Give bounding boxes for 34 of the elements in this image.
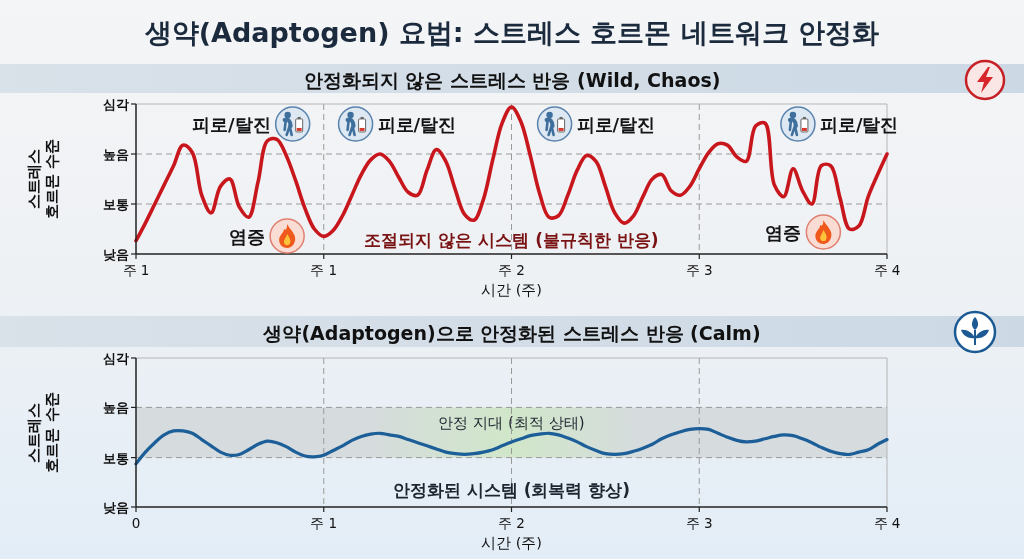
ref-line-label: 높음 — [103, 146, 129, 162]
x-axis-title: 시간 (주) — [481, 535, 542, 551]
x-tick-label: 주 4 — [873, 262, 901, 278]
ref-line-label: 보통 — [103, 450, 129, 466]
y-axis-title: 스트레스 호르몬 수준 — [24, 392, 61, 473]
x-tick-label: 주 2 — [498, 515, 525, 531]
x-tick-label: 주 3 — [685, 515, 713, 531]
annotation: 조절되지 않은 시스템 (불규칙한 반응) — [364, 230, 659, 251]
ref-line-label: 보통 — [103, 196, 129, 212]
x-tick-label: 주 1 — [310, 262, 338, 278]
annotation: 피로/탈진 — [377, 113, 457, 135]
annotation: 염증 — [229, 225, 266, 247]
x-tick-label: 주 1 — [122, 262, 150, 278]
x-tick-label: 주 3 — [685, 262, 713, 278]
annotation: 피로/탈진 — [819, 113, 899, 135]
annotation: 안정화된 시스템 (회복력 향상) — [392, 480, 631, 501]
annotation: 피로/탈진 — [576, 113, 656, 135]
ref-line-label: 심각 — [103, 350, 129, 366]
chart-title: 생약(Adaptogen) 요법: 스트레스 호르몬 네트워크 안정화 — [143, 16, 880, 48]
ref-line-label: 낮음 — [103, 499, 129, 515]
chart-subtitle: 안정화되지 않은 스트레스 반응 (Wild, Chaos) — [303, 68, 721, 91]
ref-line-label: 심각 — [103, 96, 129, 112]
ref-line-label: 낮음 — [103, 246, 129, 262]
band-label: 안정 지대 (최적 상태) — [438, 414, 585, 433]
x-tick-label: 주 1 — [310, 515, 338, 531]
x-tick-label: 0 — [131, 515, 141, 531]
x-tick-label: 주 2 — [498, 262, 525, 278]
x-tick-label: 주 4 — [873, 515, 901, 531]
y-axis-title: 스트레스 호르몬 수준 — [24, 138, 61, 220]
chart-subtitle: 생약(Adaptogen)으로 안정화된 스트레스 반응 (Calm) — [262, 321, 761, 344]
ref-line-label: 높음 — [103, 399, 129, 415]
annotation: 염증 — [765, 221, 802, 243]
annotation: 피로/탈진 — [192, 113, 271, 135]
x-axis-title: 시간 (주) — [481, 282, 542, 298]
